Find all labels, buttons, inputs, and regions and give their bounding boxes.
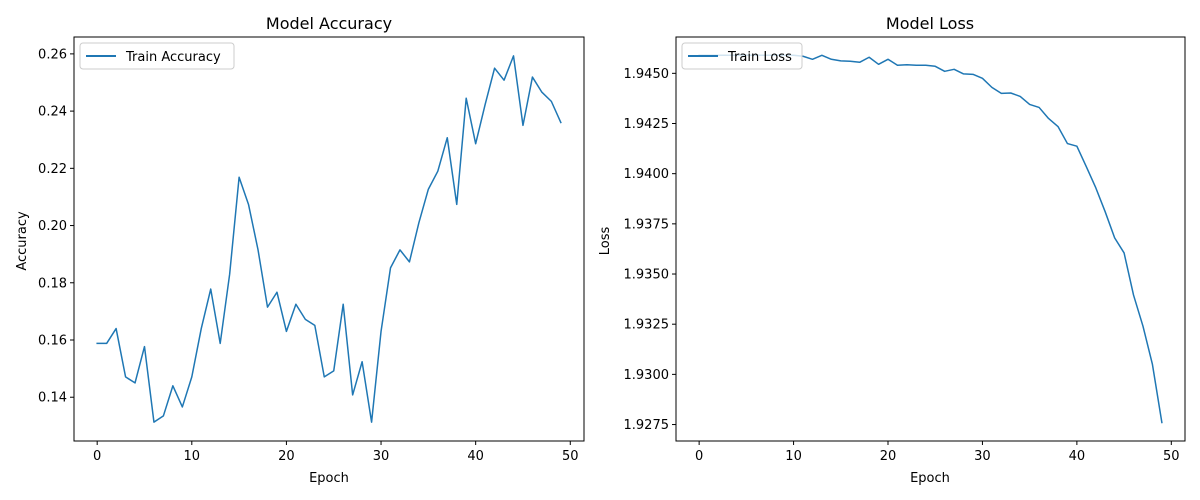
loss-x-tick-label: 20 (880, 449, 897, 464)
loss-legend: Train Loss (681, 42, 803, 70)
accuracy-series (96, 55, 562, 423)
loss-x-tick-label: 50 (1163, 449, 1180, 464)
accuracy-y-tick-label: 0.22 (38, 162, 67, 177)
accuracy-y-tick-label: 0.20 (38, 219, 67, 234)
loss-y-tick-label: 1.9400 (624, 167, 670, 182)
accuracy-axes-frame (73, 36, 585, 442)
loss-y-tick-label: 1.9375 (624, 217, 670, 232)
loss-x-tick-label: 30 (974, 449, 991, 464)
accuracy-y-tick-label: 0.24 (38, 105, 67, 120)
loss-x-tick-label: 40 (1069, 449, 1086, 464)
accuracy-y-tick-label: 0.16 (38, 334, 67, 349)
loss-y-tick-label: 1.9325 (624, 318, 670, 333)
accuracy-x-axis-label: Epoch (309, 471, 349, 486)
loss-y-tick-label: 1.9450 (624, 67, 670, 82)
loss-x-tick-label: 0 (695, 449, 703, 464)
accuracy-ticks: 0 10 20 30 40 50 0.14 0.16 0.18 0.20 0.22 0.24 0.26 (38, 47, 579, 464)
loss-title: Model Loss (886, 14, 974, 33)
accuracy-y-tick-label: 0.26 (38, 47, 67, 62)
accuracy-y-axis-label: Accuracy (15, 211, 30, 271)
loss-y-tick-label: 1.9425 (624, 117, 670, 132)
accuracy-title: Model Accuracy (266, 14, 392, 33)
accuracy-x-tick-label: 0 (93, 449, 101, 464)
loss-legend-label: Train Loss (727, 50, 792, 65)
accuracy-panel: Model Accuracy Epoch Accuracy 0 10 20 30 40 5… (15, 14, 585, 486)
loss-y-tick-label: 1.9350 (624, 268, 670, 283)
loss-axes-frame (675, 36, 1186, 442)
accuracy-y-tick-label: 0.18 (38, 276, 67, 291)
loss-y-axis-label: Loss (598, 227, 613, 256)
loss-y-tick-label: 1.9300 (624, 368, 670, 383)
accuracy-x-tick-label: 50 (562, 449, 579, 464)
loss-x-tick-label: 10 (785, 449, 802, 464)
accuracy-x-tick-label: 40 (467, 449, 484, 464)
accuracy-x-tick-label: 30 (373, 449, 390, 464)
loss-panel: Model Loss Epoch Loss 0 10 20 30 40 50 1.9275 1… (598, 14, 1186, 486)
loss-y-tick-label: 1.9275 (624, 418, 670, 433)
accuracy-x-tick-label: 20 (278, 449, 295, 464)
accuracy-legend: Train Accuracy (79, 42, 235, 70)
accuracy-series-line (96, 55, 562, 423)
loss-ticks: 0 10 20 30 40 50 1.9275 1.9300 1.9325 1.9350 1.937… (624, 67, 1180, 464)
loss-legend-box (681, 42, 803, 70)
accuracy-y-tick-label: 0.14 (38, 391, 67, 406)
loss-x-axis-label: Epoch (910, 471, 950, 486)
accuracy-x-tick-label: 10 (184, 449, 201, 464)
accuracy-legend-label: Train Accuracy (125, 50, 221, 65)
accuracy-legend-box (79, 42, 235, 70)
